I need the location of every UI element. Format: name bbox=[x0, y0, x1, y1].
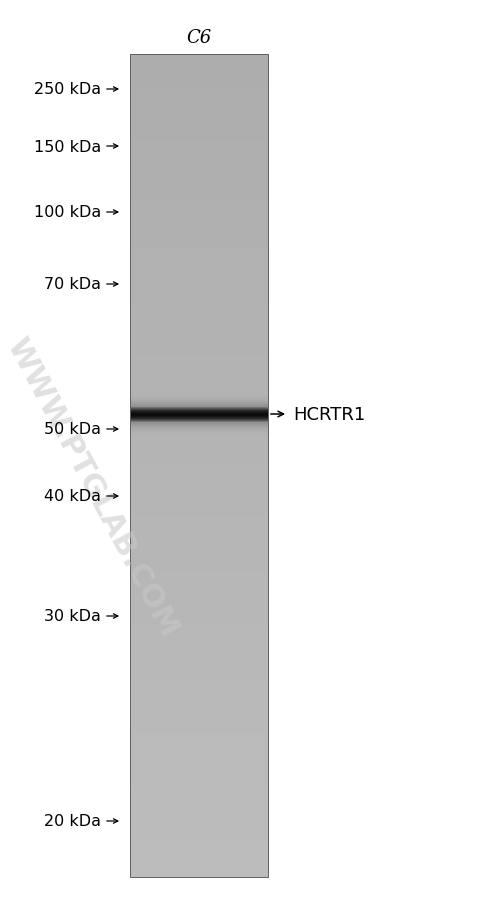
Text: 20 kDa: 20 kDa bbox=[44, 814, 101, 829]
Text: 40 kDa: 40 kDa bbox=[44, 489, 101, 504]
Text: C6: C6 bbox=[186, 29, 212, 47]
Text: HCRTR1: HCRTR1 bbox=[293, 406, 365, 424]
Text: WWW.PTGLAB.COM: WWW.PTGLAB.COM bbox=[1, 333, 184, 641]
Text: 30 kDa: 30 kDa bbox=[44, 609, 101, 624]
Text: 100 kDa: 100 kDa bbox=[34, 206, 101, 220]
Text: 50 kDa: 50 kDa bbox=[44, 422, 101, 437]
Text: 250 kDa: 250 kDa bbox=[34, 82, 101, 97]
Bar bbox=[130, 55, 268, 877]
Text: 70 kDa: 70 kDa bbox=[44, 277, 101, 292]
Text: 150 kDa: 150 kDa bbox=[34, 139, 101, 154]
